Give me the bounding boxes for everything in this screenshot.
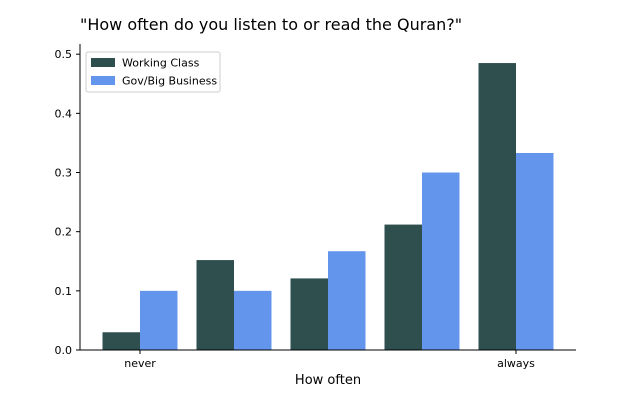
bar-gov-big-business-4 — [516, 152, 554, 350]
legend-swatch-1 — [91, 76, 115, 85]
bar-gov-big-business-3 — [422, 172, 460, 350]
bar-gov-big-business-1 — [234, 290, 272, 350]
legend-swatch-0 — [91, 58, 115, 67]
y-tick-label: 0.4 — [55, 107, 73, 120]
legend-label-1: Gov/Big Business — [122, 75, 217, 88]
chart-title: "How often do you listen to or read the … — [80, 15, 462, 34]
legend: Working Class Gov/Big Business — [85, 51, 221, 93]
x-tick-label-never: never — [124, 357, 156, 370]
y-tick-label: 0.5 — [55, 48, 73, 61]
axes-layer: 0.0 0.1 0.2 0.3 0.4 0.5 never always — [55, 44, 576, 370]
bar-working-class-2 — [290, 278, 328, 350]
bar-working-class-3 — [384, 224, 422, 350]
y-tick-label: 0.0 — [55, 344, 73, 357]
bar-working-class-0 — [102, 332, 140, 350]
legend-box — [85, 51, 221, 93]
y-tick-label: 0.2 — [55, 226, 73, 239]
bar-gov-big-business-2 — [328, 251, 366, 350]
y-tick-label: 0.3 — [55, 167, 73, 180]
bar-gov-big-business-0 — [140, 290, 178, 350]
bar-working-class-1 — [196, 260, 234, 350]
y-tick-label: 0.1 — [55, 285, 73, 298]
x-tick-label-always: always — [497, 357, 535, 370]
legend-label-0: Working Class — [122, 57, 200, 70]
bar-working-class-4 — [478, 63, 516, 350]
bars-layer — [102, 63, 554, 350]
x-axis-label: How often — [295, 373, 361, 388]
